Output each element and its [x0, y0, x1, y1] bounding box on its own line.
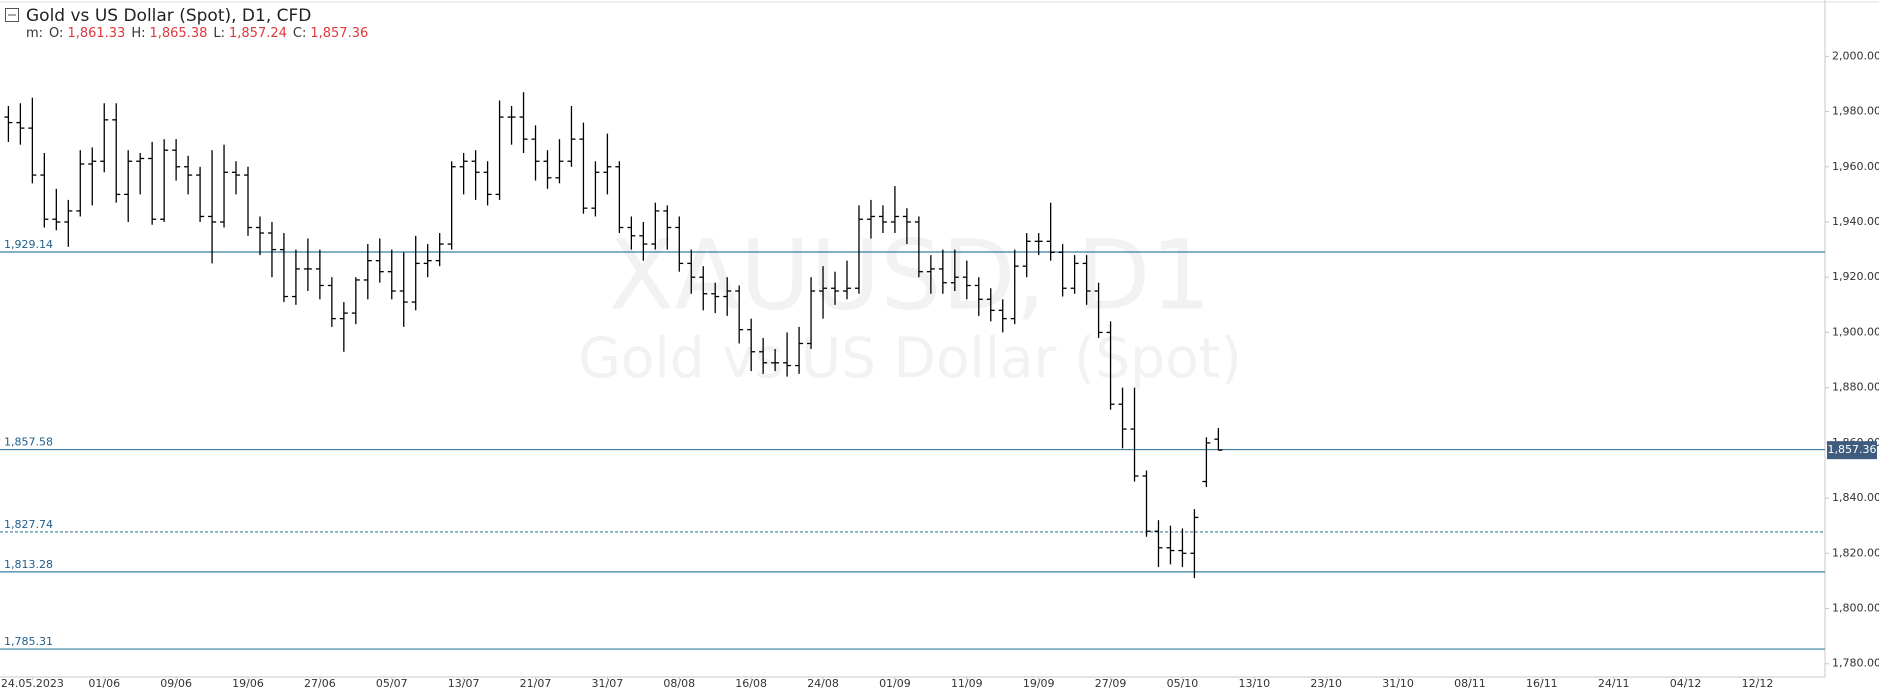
legend-label: O:	[49, 26, 63, 41]
legend-value: 1,857.36	[310, 26, 368, 41]
x-tick-label: 27/09	[1095, 677, 1127, 690]
x-tick-label: 24.05.2023	[1, 677, 64, 690]
level-label: 1,785.31	[4, 635, 53, 648]
x-tick-label: 01/06	[88, 677, 120, 690]
level-label: 1,857.58	[4, 436, 53, 449]
y-tick-label: 1,940.00	[1832, 215, 1879, 228]
x-tick-label: 19/09	[1023, 677, 1055, 690]
x-tick-label: 19/06	[232, 677, 264, 690]
legend-label: C:	[293, 26, 306, 41]
x-tick-label: 11/09	[951, 677, 983, 690]
x-tick-label: 31/07	[592, 677, 624, 690]
y-tick-label: 1,980.00	[1832, 105, 1879, 118]
y-tick-label: 1,920.00	[1832, 270, 1879, 283]
x-tick-label: 31/10	[1382, 677, 1414, 690]
x-tick-label: 09/06	[160, 677, 192, 690]
ohlc-legend: m: O: 1,861.33 H: 1,865.38 L: 1,857.24 C: 1,857.…	[26, 26, 368, 41]
y-tick-label: 1,800.00	[1832, 602, 1879, 615]
y-tick-label: 1,780.00	[1832, 657, 1879, 670]
last-price-box	[1827, 441, 1877, 460]
x-tick-label: 01/09	[879, 677, 911, 690]
watermark: XAUUSD, D1 Gold vs US Dollar (Spot)	[578, 219, 1242, 390]
x-tick-label: 23/10	[1310, 677, 1342, 690]
legend-value: 1,865.38	[149, 26, 207, 41]
level-label: 1,813.28	[4, 558, 53, 571]
legend-value: 1,861.33	[67, 26, 125, 41]
chart-title: Gold vs US Dollar (Spot), D1, CFD	[26, 6, 311, 26]
x-tick-label: 04/12	[1670, 677, 1702, 690]
level-label: 1,827.74	[4, 518, 53, 531]
watermark-symbol: XAUUSD, D1	[609, 219, 1212, 331]
last-price-label: 1,857.36	[1828, 443, 1877, 456]
y-tick-label: 1,840.00	[1832, 491, 1879, 504]
x-tick-label: 16/08	[735, 677, 767, 690]
x-tick-label: 05/07	[376, 677, 408, 690]
x-tick-label: 21/07	[520, 677, 552, 690]
x-tick-label: 12/12	[1742, 677, 1774, 690]
x-tick-label: 05/10	[1167, 677, 1199, 690]
x-tick-label: 24/11	[1598, 677, 1630, 690]
legend-label: L:	[213, 26, 225, 41]
y-tick-label: 1,960.00	[1832, 160, 1879, 173]
x-tick-label: 08/08	[663, 677, 695, 690]
x-tick-label: 08/11	[1454, 677, 1486, 690]
x-tick-label: 16/11	[1526, 677, 1558, 690]
y-tick-label: 1,820.00	[1832, 546, 1879, 559]
y-tick-label: 2,000.00	[1832, 49, 1879, 62]
legend-prefix: m:	[26, 26, 43, 41]
level-label: 1,929.14	[4, 238, 53, 251]
x-tick-label: 13/10	[1238, 677, 1270, 690]
watermark-name: Gold vs US Dollar (Spot)	[578, 326, 1242, 390]
y-tick-label: 1,900.00	[1832, 325, 1879, 338]
x-tick-label: 13/07	[448, 677, 480, 690]
legend-value: 1,857.24	[229, 26, 287, 41]
x-tick-label: 24/08	[807, 677, 839, 690]
y-tick-label: 1,880.00	[1832, 381, 1879, 394]
legend-label: H:	[131, 26, 145, 41]
x-tick-label: 27/06	[304, 677, 336, 690]
